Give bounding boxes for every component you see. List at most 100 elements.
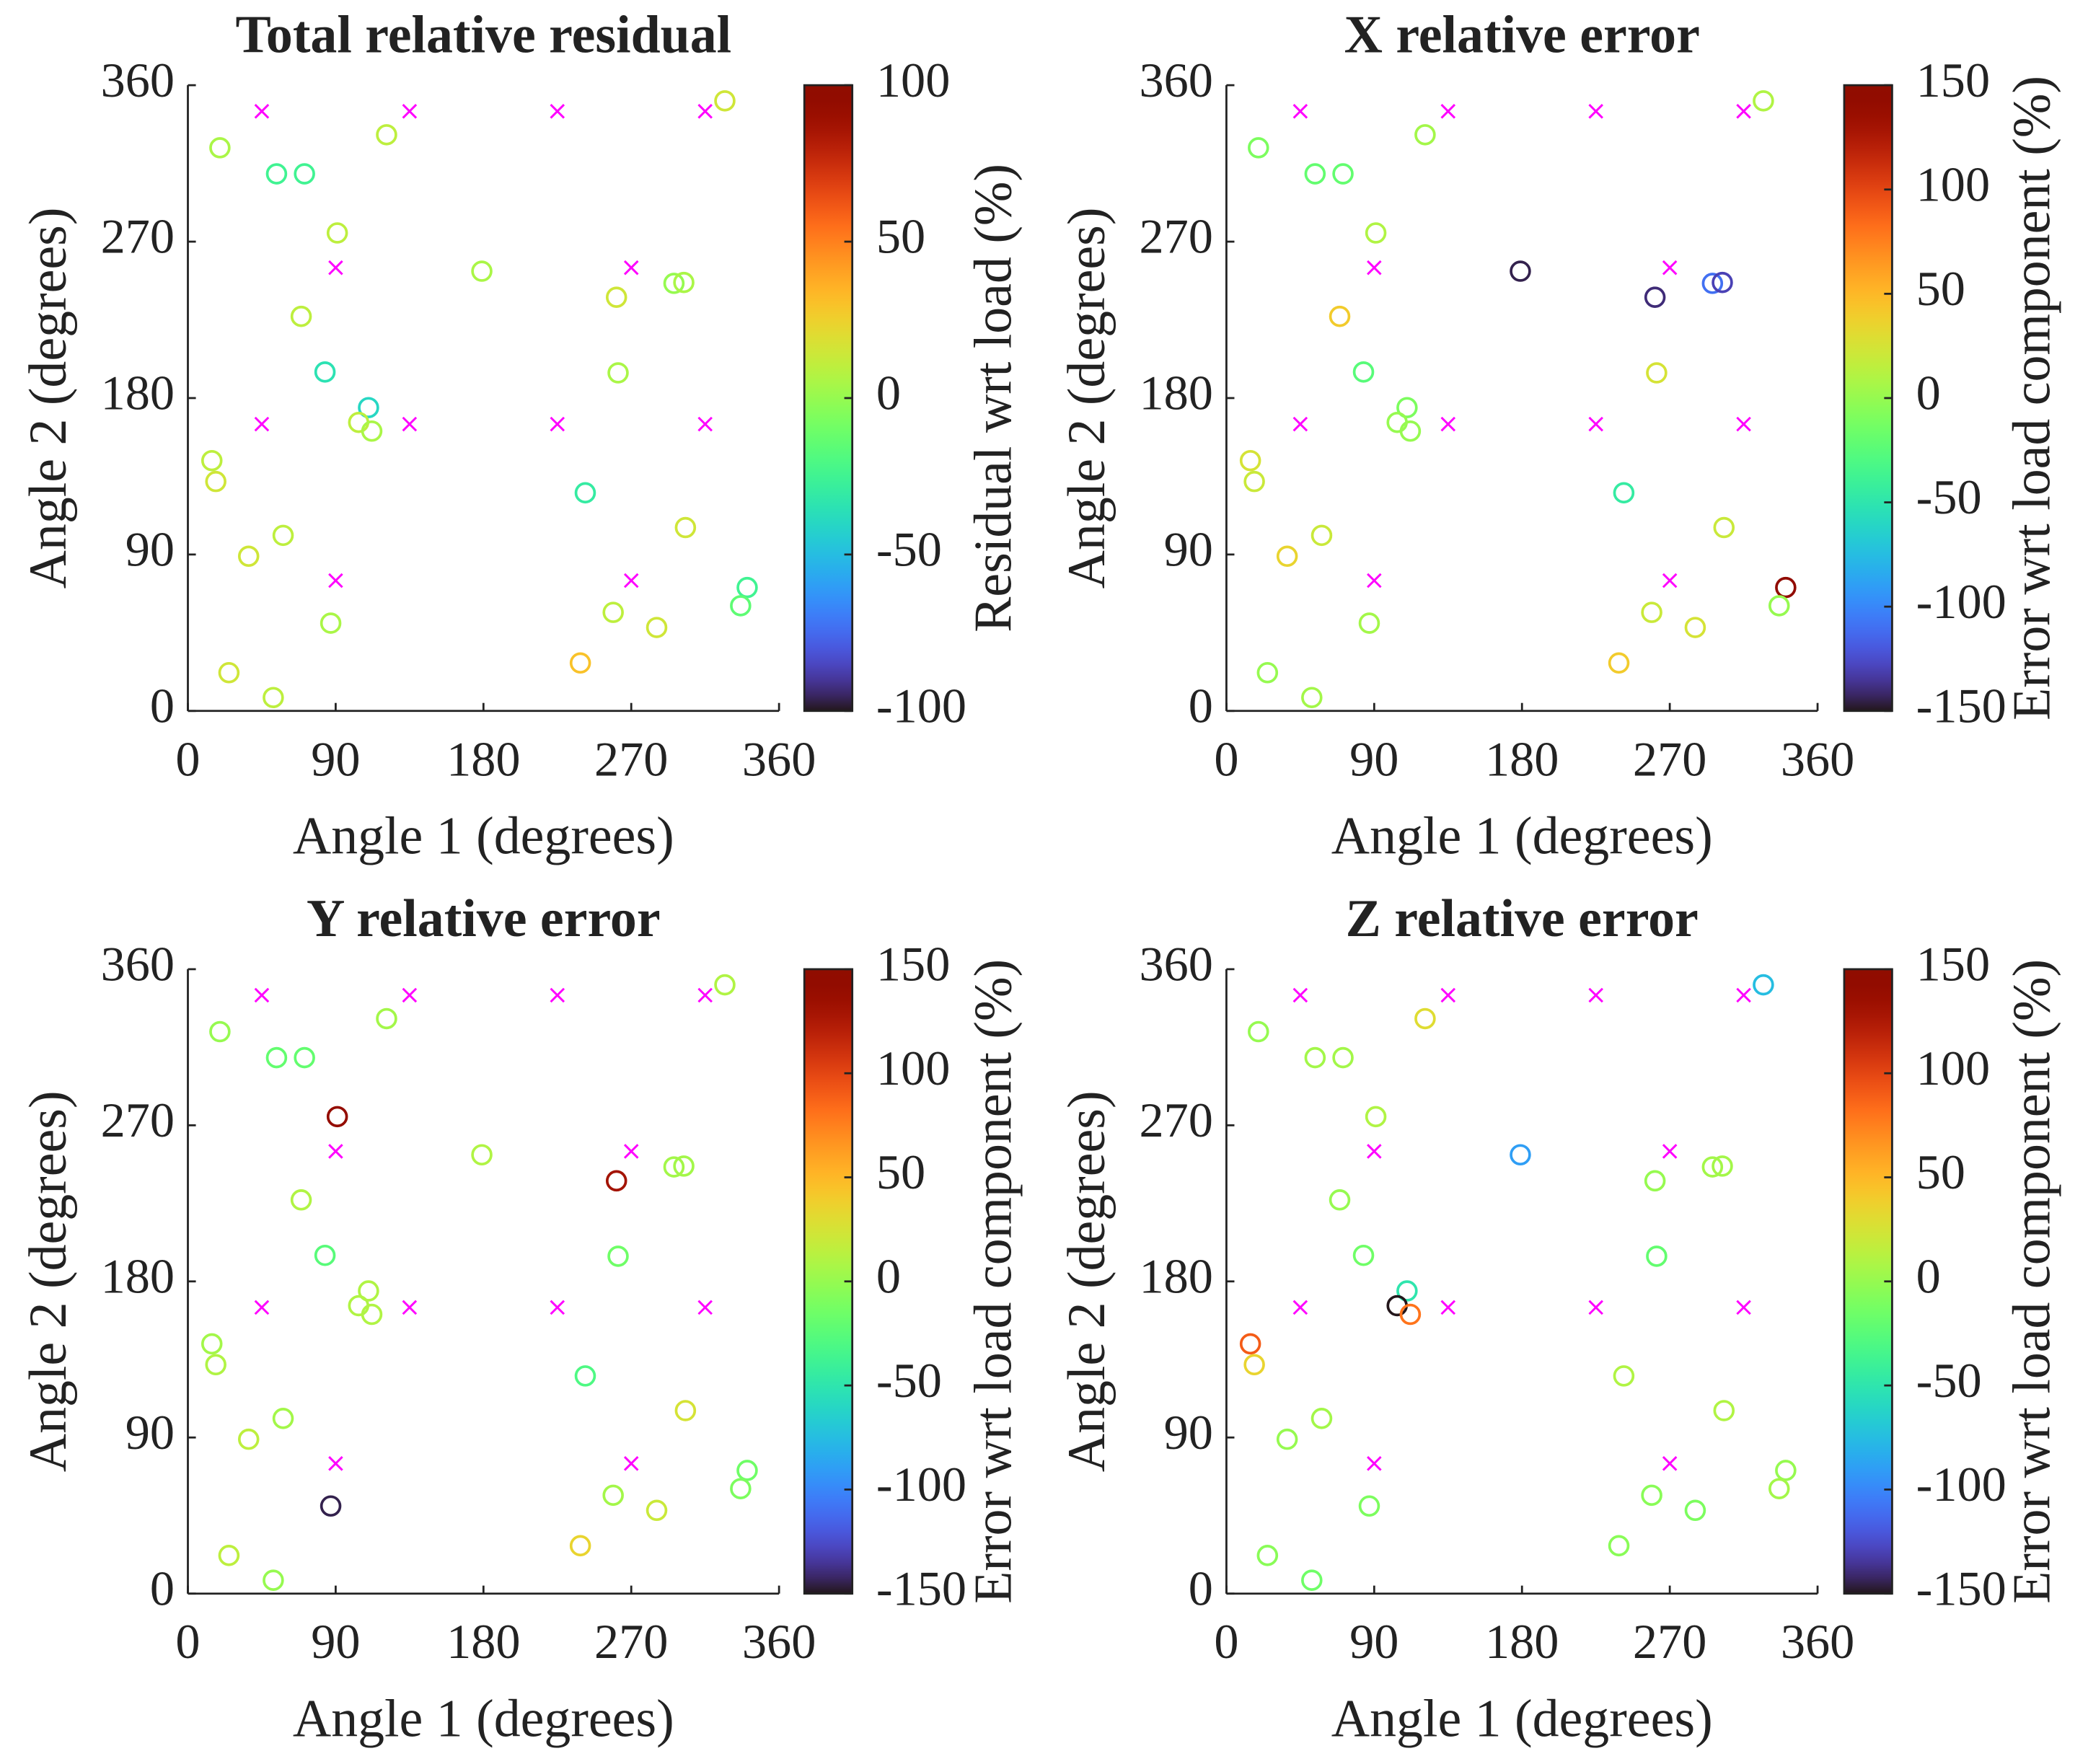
- point: [1276, 545, 1298, 568]
- colorbar-tick-label: 50: [876, 209, 925, 264]
- point: [320, 612, 342, 634]
- point: [673, 271, 695, 294]
- cross-marker: [402, 416, 418, 432]
- colorbar-tick-label: -50: [876, 522, 942, 577]
- point: [605, 286, 627, 308]
- cross-marker: [1440, 416, 1456, 432]
- cross-marker: [1662, 260, 1678, 275]
- point: [201, 1333, 223, 1355]
- colorbar-tick-label: 100: [1916, 156, 1990, 211]
- y-tick-label: 270: [1139, 1093, 1212, 1147]
- point: [218, 661, 240, 684]
- point: [1396, 397, 1418, 418]
- point: [265, 163, 288, 185]
- colorbar-tick-label: 0: [876, 1248, 901, 1303]
- point: [1358, 1495, 1380, 1517]
- point: [574, 1365, 596, 1387]
- point: [1684, 617, 1706, 638]
- cross-marker: [697, 104, 713, 119]
- cross-marker: [550, 104, 565, 119]
- point: [263, 1569, 284, 1591]
- cross-marker: [1736, 1300, 1751, 1315]
- cross-marker: [697, 987, 713, 1003]
- colorbar-tick-label: 0: [1916, 366, 1941, 420]
- point: [1396, 1280, 1418, 1302]
- point: [602, 1484, 624, 1507]
- x-tick-label: 90: [1349, 731, 1398, 786]
- point: [1304, 1046, 1326, 1069]
- y-tick-label: 360: [1139, 53, 1212, 107]
- x-tick-label: 270: [594, 731, 668, 786]
- cross-marker: [623, 260, 639, 275]
- cross-marker: [1588, 416, 1603, 432]
- point: [1684, 1499, 1706, 1522]
- point: [1753, 90, 1774, 112]
- point: [209, 137, 231, 159]
- point: [1753, 974, 1774, 996]
- point: [1386, 1295, 1408, 1317]
- x-tick-label: 90: [1349, 1614, 1398, 1669]
- point: [1365, 222, 1387, 244]
- point: [1332, 163, 1354, 185]
- point: [294, 163, 315, 185]
- point: [1352, 361, 1375, 383]
- point: [201, 449, 223, 472]
- point: [218, 1545, 240, 1566]
- y-axis-label: Angle 2 (degrees): [1057, 1090, 1116, 1472]
- point: [1248, 137, 1269, 159]
- point: [1352, 1244, 1375, 1266]
- colorbar-tick-label: 150: [1916, 53, 1990, 107]
- cross-marker: [1588, 987, 1603, 1003]
- y-tick-label: 0: [150, 678, 175, 733]
- point: [1646, 362, 1668, 384]
- y-tick-label: 270: [1139, 209, 1212, 264]
- point: [1608, 1535, 1630, 1557]
- point: [730, 595, 752, 617]
- point: [673, 1155, 695, 1177]
- colorbar-tick-label: -100: [876, 1457, 966, 1512]
- point: [1712, 1155, 1733, 1177]
- point: [1256, 1545, 1279, 1566]
- cross-marker: [254, 416, 270, 432]
- point: [1399, 420, 1422, 442]
- colorbar-tick-label: 50: [1916, 1145, 1965, 1199]
- colorbar-tick-label: -100: [1916, 574, 2006, 629]
- y-tick-label: 180: [1139, 366, 1212, 420]
- y-tick-label: 360: [101, 937, 175, 992]
- point: [736, 576, 758, 599]
- cross-marker: [1292, 416, 1308, 432]
- point: [205, 1354, 226, 1376]
- point: [1386, 411, 1408, 433]
- cross-marker: [402, 1300, 418, 1315]
- title: Total relative residual: [235, 4, 731, 63]
- point: [272, 524, 294, 547]
- point: [263, 687, 284, 708]
- point: [1239, 1333, 1261, 1355]
- point: [1304, 163, 1326, 185]
- y-tick-label: 360: [101, 53, 175, 107]
- x-axis-label: Angle 1 (degrees): [1331, 806, 1713, 865]
- x-tick-label: 270: [594, 1614, 668, 1669]
- point: [1414, 124, 1436, 146]
- x-tick-label: 180: [446, 1614, 520, 1669]
- colorbar-tick-label: 100: [1916, 1041, 1990, 1095]
- colorbar-label: Error wrt load component (%): [964, 959, 1023, 1604]
- cross-marker: [1367, 1144, 1382, 1159]
- point: [314, 361, 336, 383]
- point: [1613, 1365, 1635, 1387]
- colorbar-tick-label: -150: [1916, 678, 2006, 733]
- title: Y relative error: [307, 888, 661, 948]
- colorbar-label: Error wrt load component (%): [2002, 76, 2061, 720]
- point: [1775, 1460, 1797, 1481]
- cross-marker: [254, 1300, 270, 1315]
- point: [1239, 449, 1261, 472]
- x-tick-label: 0: [1214, 731, 1238, 786]
- point: [265, 1046, 288, 1069]
- point: [314, 1244, 336, 1266]
- cross-marker: [623, 1456, 639, 1471]
- x-tick-label: 360: [742, 1614, 816, 1669]
- point: [1701, 273, 1724, 294]
- y-tick-label: 180: [101, 366, 175, 420]
- colorbar-tick-label: -100: [1916, 1457, 2006, 1512]
